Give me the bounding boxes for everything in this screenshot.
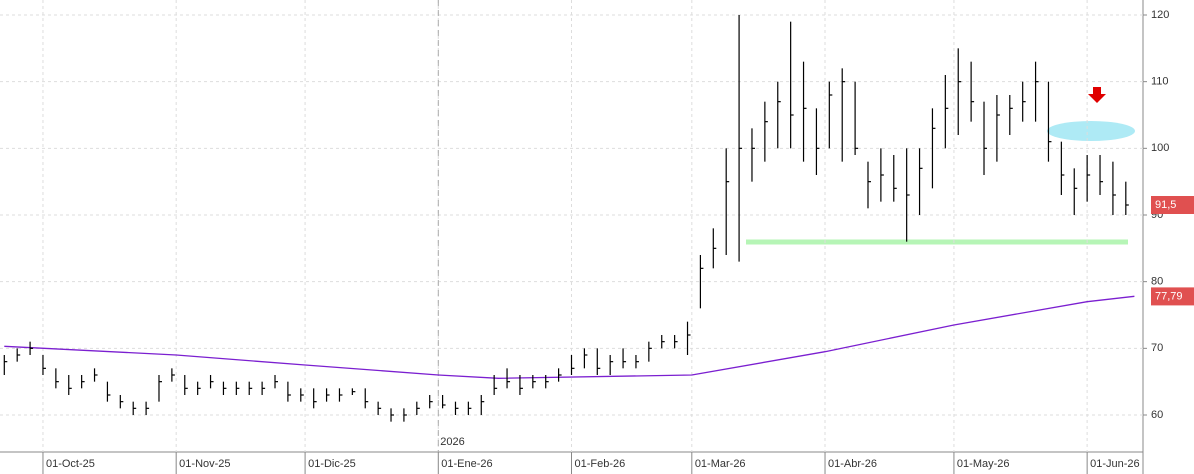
- y-tick-label: 70: [1151, 342, 1163, 354]
- highlight-ellipse: [1047, 121, 1135, 141]
- x-tick-label: 01-Dic-25: [308, 458, 356, 470]
- y-tick-label: 120: [1151, 9, 1169, 21]
- year-label: 2026: [440, 436, 464, 448]
- x-tick-label: 01-Feb-26: [575, 458, 626, 470]
- price-marker-label: 77,79: [1155, 290, 1183, 302]
- x-tick-label: 01-Jun-26: [1090, 458, 1140, 470]
- y-tick-label: 110: [1151, 76, 1169, 88]
- y-tick-label: 100: [1151, 142, 1169, 154]
- y-tick-label: 60: [1151, 409, 1163, 421]
- down-arrow: [1088, 87, 1106, 103]
- price-marker: [1151, 287, 1194, 306]
- y-tick-label: 80: [1151, 276, 1163, 288]
- x-tick-label: 01-Oct-25: [46, 458, 95, 470]
- x-tick-label: 01-Ene-26: [441, 458, 492, 470]
- x-tick-label: 01-Abr-26: [828, 458, 877, 470]
- price-marker: [1151, 196, 1194, 214]
- x-tick-label: 01-Mar-26: [695, 458, 746, 470]
- grid: [0, 0, 1143, 452]
- x-tick-label: 01-May-26: [957, 458, 1010, 470]
- x-tick-label: 01-Nov-25: [179, 458, 230, 470]
- price-marker-label: 91,5: [1155, 199, 1176, 211]
- moving-average: [4, 295, 1135, 379]
